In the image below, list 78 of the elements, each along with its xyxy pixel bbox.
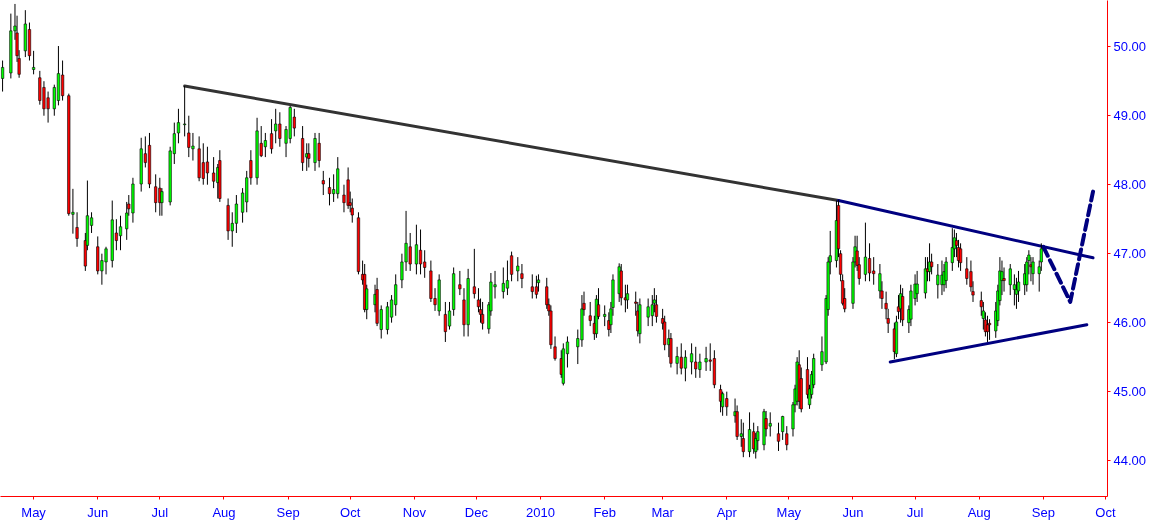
- candlestick: [270, 118, 274, 155]
- candlestick: [327, 177, 332, 206]
- candlestick: [472, 248, 476, 300]
- candlestick: [936, 263, 940, 300]
- candlestick: [510, 251, 514, 282]
- candlestick: [187, 115, 191, 158]
- x-tick-label: Jun: [842, 504, 864, 520]
- x-tick-label: Aug: [967, 504, 991, 520]
- candlestick: [394, 273, 398, 317]
- x-tick-label: Jul: [151, 504, 169, 520]
- y-tick-label: 45.00: [1113, 384, 1147, 400]
- candlestick: [505, 260, 509, 296]
- candlestick: [776, 422, 781, 452]
- candlestick: [950, 227, 954, 272]
- x-tick-label: Apr: [716, 504, 738, 520]
- candlestick: [747, 411, 752, 458]
- x-tick-label: Oct: [1095, 504, 1116, 520]
- candlestick: [278, 111, 282, 148]
- y-tick-label: 46.00: [1113, 315, 1147, 331]
- candlestick: [191, 132, 195, 162]
- candlestick: [915, 270, 919, 303]
- x-tick-label: Sep: [1031, 504, 1055, 520]
- x-tick-label: Nov: [402, 504, 427, 520]
- candlestick: [868, 242, 872, 282]
- candlestick: [423, 249, 427, 279]
- candlestick: [741, 422, 745, 458]
- candlestick: [205, 146, 209, 186]
- candlestick: [321, 170, 325, 196]
- x-tick-label: Feb: [593, 504, 616, 520]
- candlestick: [385, 301, 389, 335]
- y-tick-label: 49.00: [1113, 108, 1147, 124]
- x-tick-label: Mar: [651, 504, 675, 520]
- x-tick-label: May: [776, 504, 802, 520]
- y-tick-label: 48.00: [1113, 177, 1147, 193]
- candlestick: [32, 50, 36, 75]
- candlestick: [675, 346, 679, 375]
- candlestick: [683, 349, 687, 382]
- candlestick: [292, 108, 296, 137]
- x-tick-label: Sep: [276, 504, 300, 520]
- candlestick: [698, 353, 702, 379]
- y-tick-label: 50.00: [1113, 39, 1147, 55]
- candlestick: [154, 173, 158, 213]
- candlestick: [447, 301, 452, 331]
- candlestick: [1008, 263, 1012, 296]
- x-tick-label: Dec: [464, 504, 489, 520]
- candlestick: [863, 222, 867, 282]
- x-tick-label: May: [21, 504, 47, 520]
- candlestick: [443, 301, 447, 343]
- candlestick: [46, 91, 50, 124]
- candlestick: [694, 346, 698, 379]
- candlestick: [988, 318, 992, 341]
- candlestick: [520, 263, 524, 289]
- candlestick: [274, 108, 278, 144]
- candlestick: [481, 301, 485, 331]
- x-tick-label: 2010: [526, 504, 556, 520]
- candlestick: [646, 298, 650, 327]
- candlestick: [419, 229, 423, 275]
- x-tick-label: Oct: [340, 504, 361, 520]
- y-tick-label: 44.00: [1113, 453, 1147, 469]
- candlestick: [872, 256, 876, 286]
- candlestick: [1, 60, 5, 93]
- candlestick: [212, 156, 216, 189]
- candlestick: [530, 273, 534, 300]
- candlestick: [725, 391, 729, 417]
- candlestick: [679, 342, 683, 375]
- y-tick-label: 47.00: [1113, 246, 1147, 262]
- candlestick: [690, 342, 694, 375]
- candlestick: [625, 284, 629, 310]
- x-tick-label: Jul: [906, 504, 924, 520]
- candlestick: [768, 411, 772, 437]
- candlestick: [414, 224, 418, 275]
- candlestick: [501, 266, 505, 300]
- candlestick: [704, 346, 708, 372]
- candlestick: [317, 132, 321, 168]
- x-tick-label: Aug: [212, 504, 236, 520]
- candlestick: [61, 60, 65, 102]
- x-tick-label: Jun: [87, 504, 109, 520]
- candlestick: [118, 215, 123, 251]
